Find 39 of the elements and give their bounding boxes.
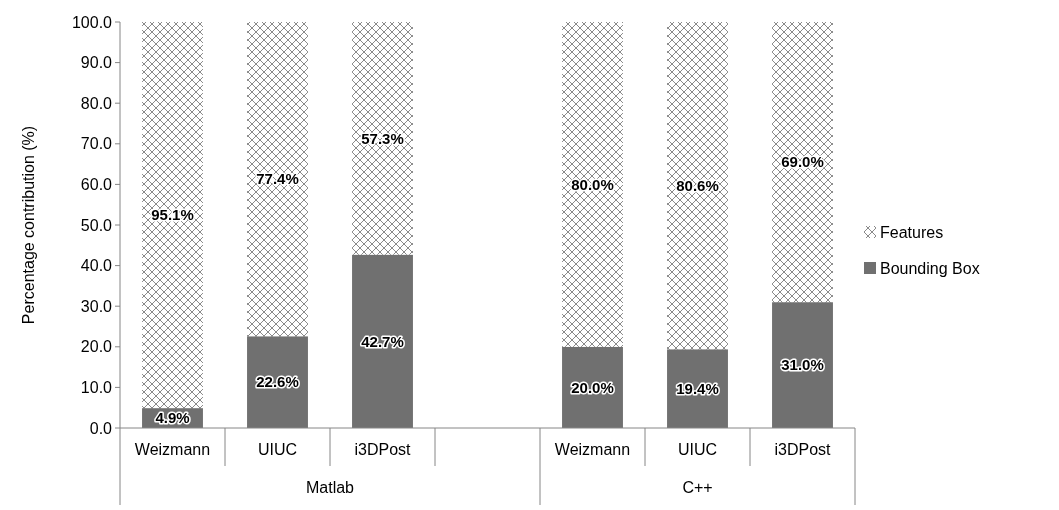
bar: [772, 302, 833, 428]
data-label: 20.0%: [571, 378, 614, 396]
x-tick-label: UIUC: [677, 440, 718, 458]
y-tick-label: 100.0: [71, 13, 113, 31]
data-label: 57.3%: [361, 129, 404, 147]
bar: [352, 22, 413, 255]
x-tick-label: i3DPost: [774, 440, 832, 458]
y-tick-label: 40.0: [80, 257, 113, 275]
x-tick-label: UIUC: [257, 440, 298, 458]
legend-label: Bounding Box: [880, 259, 980, 277]
data-label: 80.6%: [676, 176, 719, 194]
data-label: 19.4%: [676, 379, 719, 397]
data-label: 42.7%: [361, 332, 404, 350]
bar: [352, 254, 413, 428]
x-tick-label: Weizmann: [554, 440, 631, 458]
bar: [247, 22, 308, 337]
bar: [772, 22, 833, 303]
x-tick-label: Weizmann: [134, 440, 211, 458]
y-tick-label: 50.0: [80, 216, 113, 234]
data-label: 69.0%: [781, 153, 824, 171]
y-tick-label: 0.0: [89, 419, 113, 437]
data-label: 80.0%: [571, 175, 614, 193]
y-axis-title: Percentage contribution (%): [20, 125, 37, 325]
data-label: 95.1%: [151, 206, 194, 224]
bar: [667, 22, 728, 350]
y-tick-label: 20.0: [80, 338, 113, 356]
legend-label: Features: [880, 223, 944, 241]
x-tick-label: i3DPost: [354, 440, 412, 458]
y-tick-label: 80.0: [80, 94, 113, 112]
text: C++: [682, 478, 713, 496]
y-tick-label: 10.0: [80, 379, 113, 396]
data-label: 77.4%: [256, 170, 299, 188]
y-tick-label: 70.0: [80, 135, 113, 153]
data-label: 22.6%: [256, 373, 299, 391]
y-tick-label: 30.0: [80, 297, 113, 315]
y-tick-label: 90.0: [80, 54, 113, 72]
text: Matlab: [305, 478, 355, 496]
bar: [142, 22, 203, 409]
y-tick-label: 60.0: [80, 176, 113, 193]
